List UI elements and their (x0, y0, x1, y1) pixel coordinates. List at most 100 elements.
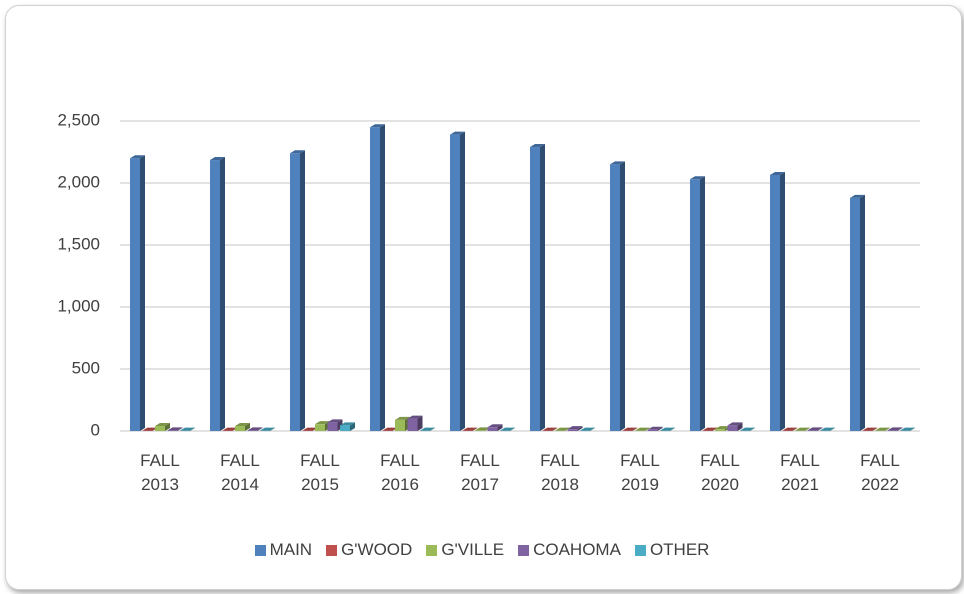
bar (235, 426, 245, 431)
bar-top (635, 427, 650, 431)
bar-top (862, 427, 878, 431)
bar-top (290, 150, 305, 154)
bar-top (450, 131, 465, 135)
bar (315, 424, 325, 431)
bar-side (577, 426, 583, 431)
bar-side (632, 427, 638, 431)
legend-item: G'WOOD (326, 540, 412, 560)
bar-side (245, 423, 250, 431)
bar-top (530, 144, 545, 148)
bar-top (235, 423, 250, 427)
legend: MAIN G'WOOD G'VILLE COAHOMA OTHER (0, 540, 964, 560)
bar-side (460, 131, 465, 431)
bar (130, 158, 140, 431)
bar-top (155, 423, 170, 427)
legend-item: G'VILLE (426, 540, 504, 560)
bar-top (580, 427, 595, 431)
bar-top (702, 427, 718, 431)
bar-side (792, 427, 798, 431)
y-tick-label: 1,500 (57, 234, 100, 253)
bar-side (140, 155, 145, 431)
bar-top (327, 419, 343, 423)
bar-side (472, 427, 478, 431)
legend-item: COAHOMA (518, 540, 621, 560)
bar-top (555, 427, 570, 431)
legend-label: MAIN (269, 540, 313, 559)
bar-top (370, 124, 385, 128)
x-tick-label: FALL 2013 (140, 451, 180, 494)
legend-item: OTHER (634, 540, 710, 560)
x-tick-label: FALL 2022 (860, 451, 900, 494)
bar-top (395, 416, 410, 420)
bar-top (740, 427, 755, 431)
x-tick-label: FALL 2020 (700, 451, 740, 494)
bar (530, 147, 540, 432)
bar-side (700, 176, 705, 431)
x-tick-label: FALL 2019 (620, 451, 660, 494)
bar (407, 418, 418, 431)
bar-top (315, 421, 330, 425)
bar-top (647, 426, 663, 430)
bar-side (350, 422, 355, 431)
bar (370, 127, 380, 431)
bar-top (302, 427, 318, 431)
bar-top (180, 427, 195, 431)
bar-side (165, 423, 170, 431)
y-tick-label: 1,000 (57, 296, 100, 315)
bar-side (737, 422, 743, 431)
x-tick-label: FALL 2018 (540, 451, 580, 494)
bar (450, 134, 460, 431)
bar-side (670, 427, 675, 431)
bar-top (610, 161, 625, 165)
bar (567, 429, 578, 431)
bar (395, 419, 405, 431)
legend-item: MAIN (254, 540, 313, 560)
bar-top (727, 422, 743, 426)
bar-side (817, 427, 823, 431)
bar-top (820, 427, 835, 431)
bar-top (222, 427, 238, 431)
bar-side (897, 427, 903, 431)
bar-top (500, 427, 515, 431)
bar (850, 197, 860, 431)
bar (887, 430, 898, 431)
legend-label: COAHOMA (533, 540, 621, 559)
bar-top (130, 155, 145, 159)
y-tick-label: 2,000 (57, 172, 100, 191)
legend-swatch (326, 544, 338, 556)
bar (155, 426, 165, 431)
bar (770, 174, 780, 431)
bar-side (590, 427, 595, 431)
bar (647, 429, 658, 431)
bar-side (417, 415, 423, 431)
legend-swatch (634, 544, 646, 556)
bar-top (690, 176, 705, 180)
legend-label: G'VILLE (441, 540, 505, 559)
bar (327, 422, 338, 431)
bar-top (715, 426, 730, 430)
bar-top (900, 427, 915, 431)
bar-side (830, 427, 835, 431)
y-tick-label: 500 (72, 358, 100, 377)
bar-top (475, 427, 490, 431)
bar-side (805, 427, 810, 431)
bar-side (270, 427, 275, 431)
bar-top (247, 427, 263, 431)
bar-top (622, 427, 638, 431)
bar (340, 425, 350, 431)
bar-side (380, 124, 385, 431)
bar-top (782, 427, 798, 431)
bar-top (850, 194, 865, 198)
bar-side (497, 424, 503, 431)
bar-top (407, 415, 423, 419)
bar-side (910, 427, 915, 431)
bar-side (657, 426, 663, 431)
bar-top (487, 424, 503, 428)
legend-label: OTHER (649, 540, 710, 559)
bar-side (177, 427, 183, 431)
bar (727, 425, 738, 431)
x-tick-label: FALL 2021 (780, 451, 820, 494)
bar (487, 427, 498, 431)
x-tick-label: FALL 2014 (220, 451, 260, 494)
